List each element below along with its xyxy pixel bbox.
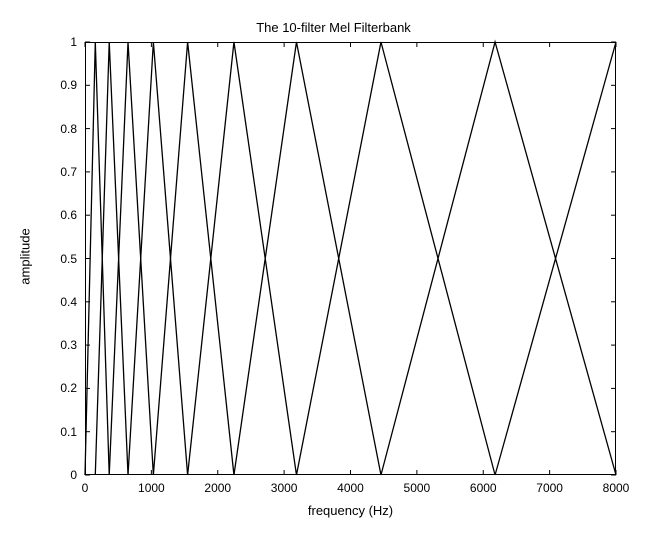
x-tick-label: 8000 [603, 481, 630, 495]
filter-line [128, 42, 188, 475]
filter-line [188, 42, 297, 475]
x-tick-label: 4000 [337, 481, 364, 495]
x-tick-label: 7000 [536, 481, 563, 495]
x-axis-label: frequency (Hz) [85, 503, 616, 518]
x-tick-label: 6000 [470, 481, 497, 495]
y-tick-label: 1 [47, 35, 77, 49]
filter-line [296, 42, 495, 475]
y-tick-label: 0.9 [47, 78, 77, 92]
x-tick-label: 5000 [404, 481, 431, 495]
x-tick-label: 2000 [204, 481, 231, 495]
x-tick-label: 3000 [271, 481, 298, 495]
y-tick-label: 0.3 [47, 338, 77, 352]
y-tick-label: 0.5 [47, 252, 77, 266]
filter-line [381, 42, 616, 475]
y-tick-label: 0.8 [47, 122, 77, 136]
figure: The 10-filter Mel Filterbank frequency (… [0, 0, 667, 553]
y-tick-label: 0.2 [47, 381, 77, 395]
y-tick-label: 0.6 [47, 208, 77, 222]
x-tick-label: 1000 [138, 481, 165, 495]
y-tick-label: 0.1 [47, 425, 77, 439]
y-tick-label: 0.7 [47, 165, 77, 179]
y-tick-label: 0 [47, 468, 77, 482]
x-tick-label: 0 [82, 481, 89, 495]
y-tick-label: 0.4 [47, 295, 77, 309]
filter-line [234, 42, 381, 475]
filter-line [153, 42, 234, 475]
y-axis-label: amplitude [18, 216, 33, 296]
chart-svg [0, 0, 667, 553]
